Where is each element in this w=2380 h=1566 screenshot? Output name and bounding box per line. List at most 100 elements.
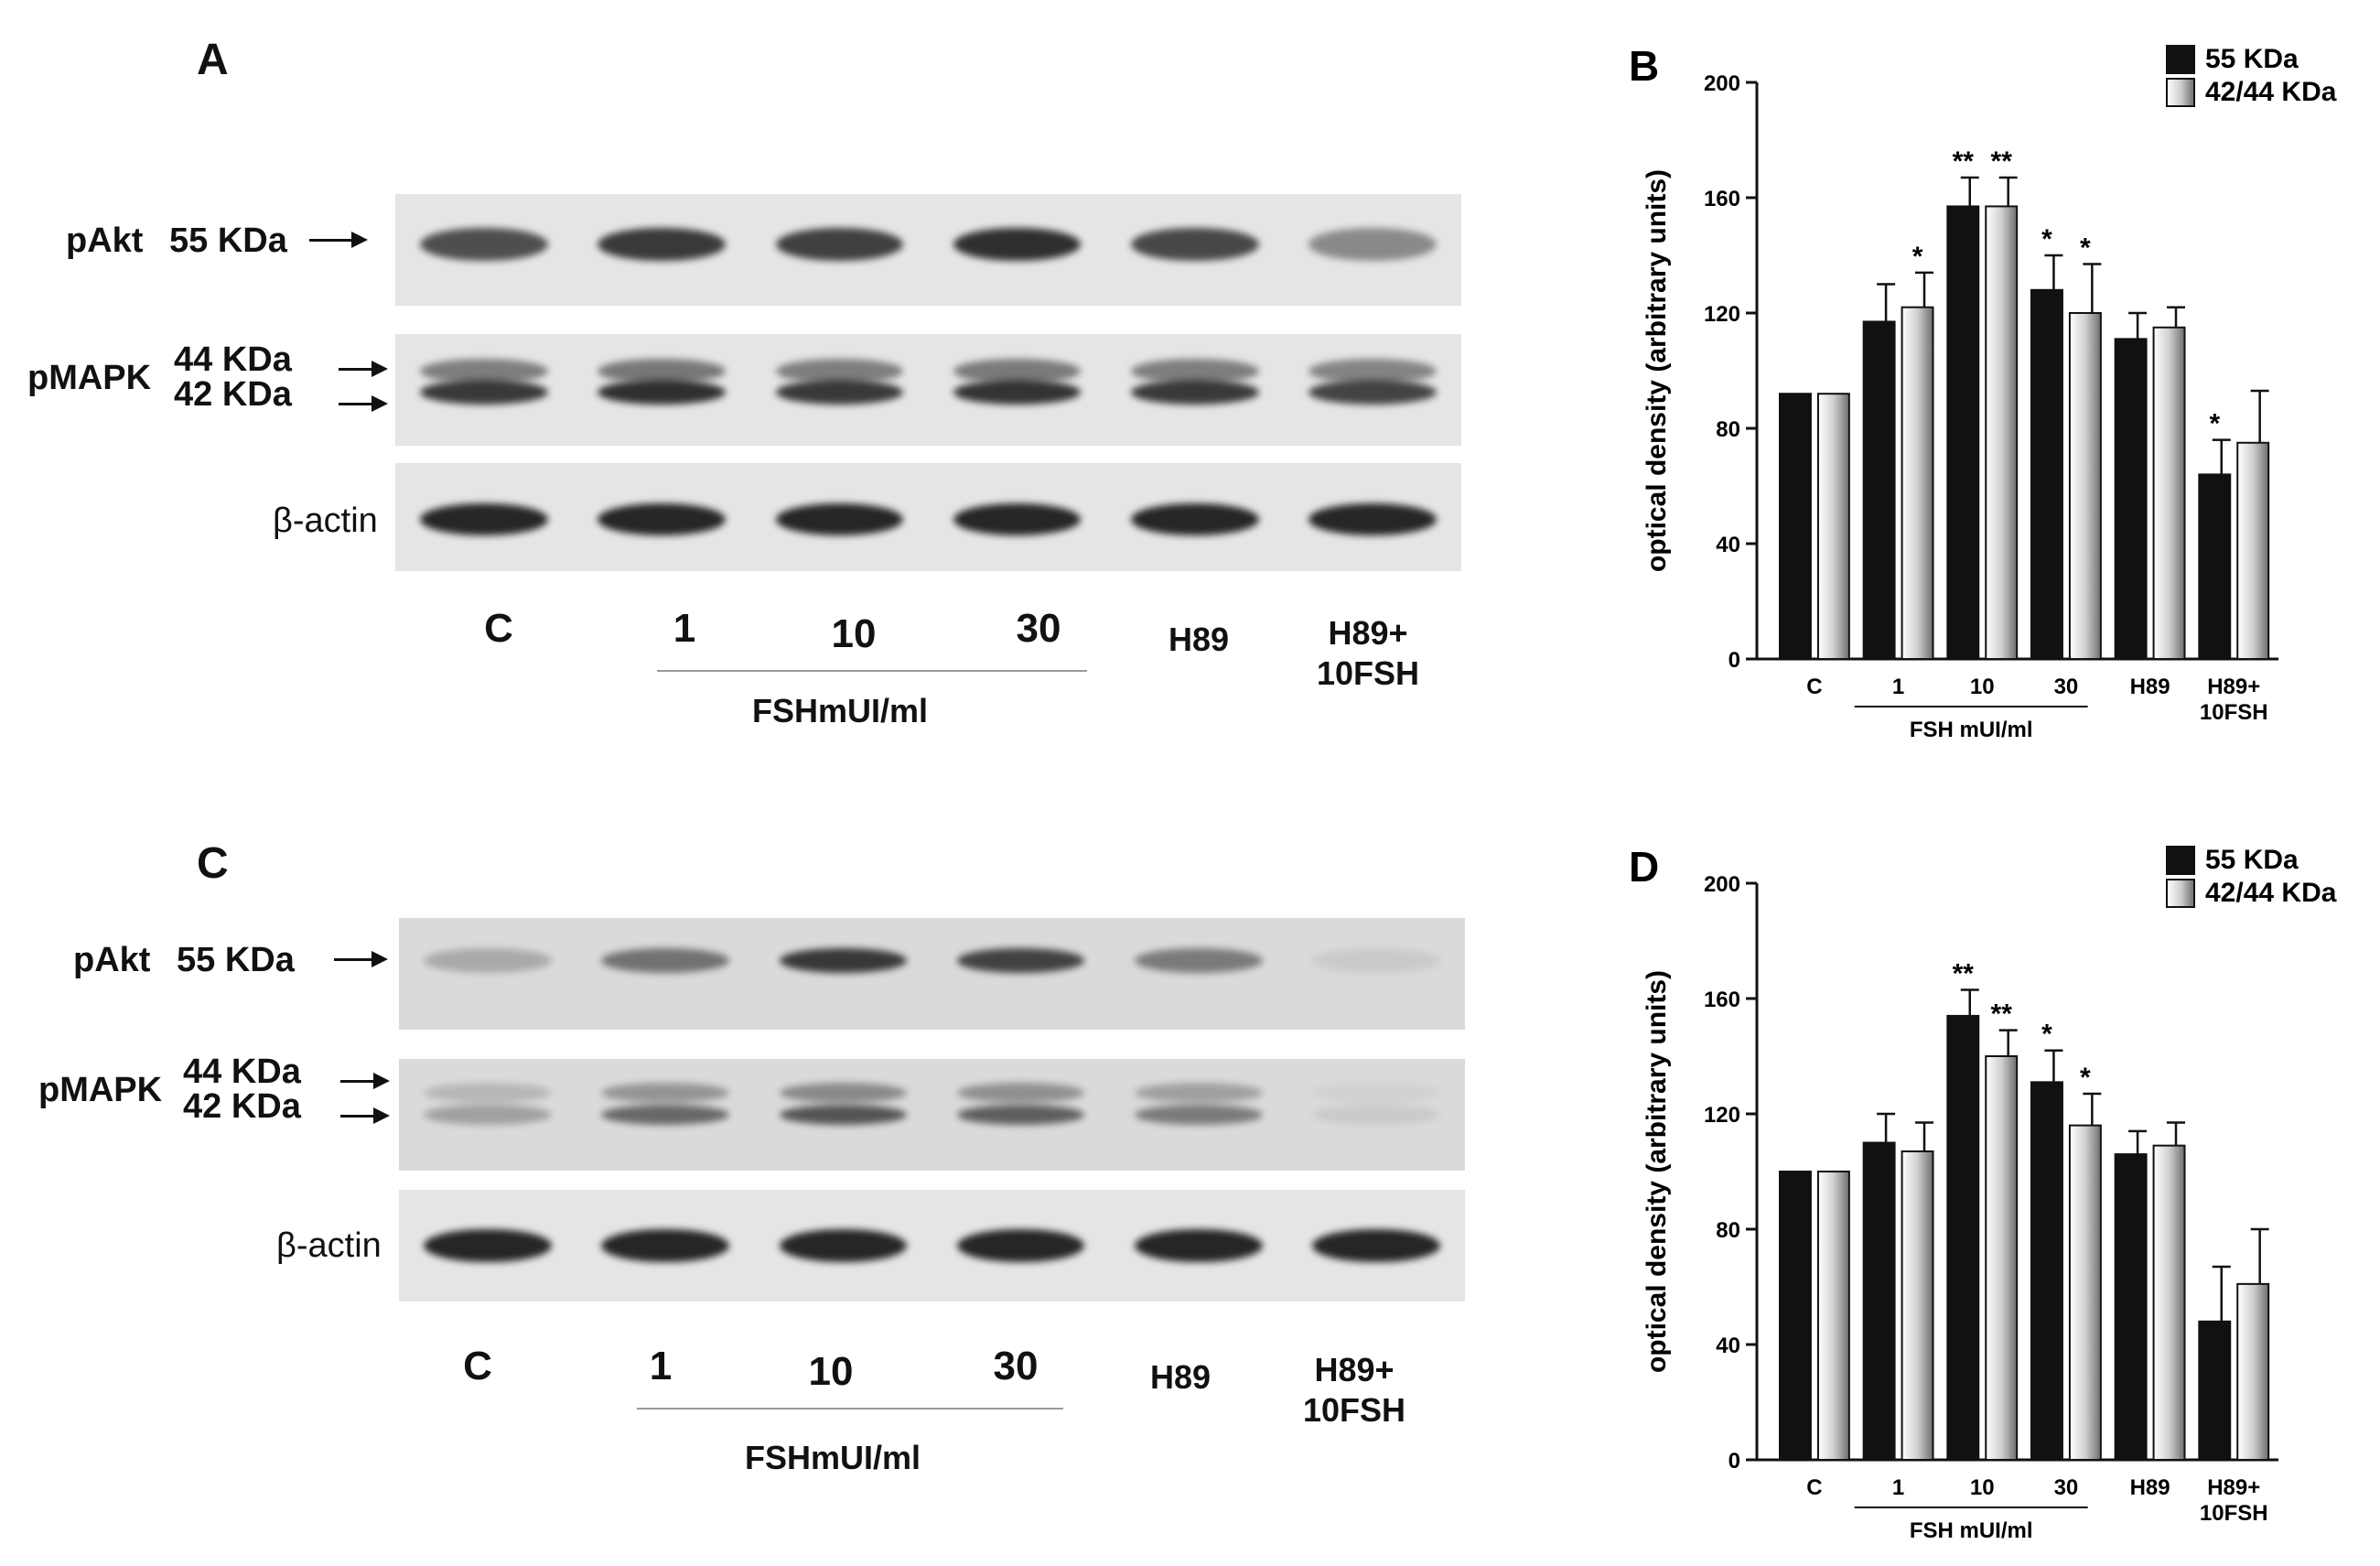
bar	[1816, 1171, 1850, 1461]
actin-blot	[399, 1190, 1465, 1301]
y-tick-label: 160	[1704, 187, 1740, 211]
legend-label: 42/44 KDa	[2205, 878, 2337, 908]
y-tick-label: 80	[1716, 1218, 1740, 1243]
bar	[2030, 288, 2063, 660]
blot-band	[420, 358, 548, 383]
blot-band	[598, 380, 727, 405]
bar	[2114, 1153, 2148, 1461]
x-tick-label: H89	[2130, 675, 2170, 699]
blot-band	[601, 1105, 730, 1125]
y-tick-label: 120	[1704, 1103, 1740, 1128]
bar	[1779, 393, 1812, 660]
significance-marker: *	[2041, 1020, 2052, 1050]
lane-label: 10	[831, 611, 877, 656]
blot-band	[424, 1228, 552, 1263]
bar	[2114, 338, 2148, 660]
bar	[2030, 1081, 2063, 1461]
blot-band	[775, 227, 904, 262]
significance-marker: *	[1912, 242, 1923, 272]
group-label: FSH mUI/ml	[1910, 718, 2033, 742]
pakt-kda-label: 55 KDa	[177, 941, 295, 979]
lane-label: C	[463, 1344, 492, 1388]
blot-band	[601, 1228, 730, 1263]
legend-swatch	[2166, 78, 2195, 107]
significance-marker: **	[1991, 999, 2013, 1030]
bar	[1946, 1014, 1980, 1461]
x-tick-label: 10	[1970, 1475, 1995, 1500]
significance-marker: *	[2041, 224, 2052, 254]
fsh-underline	[657, 670, 1087, 672]
blot-band	[1308, 358, 1437, 383]
x-tick-label: C	[1806, 1475, 1822, 1500]
lane-label: 30	[1016, 606, 1061, 651]
blot-band	[1134, 947, 1263, 973]
pmapk-label: pMAPK	[38, 1071, 163, 1109]
y-tick-label: 200	[1704, 71, 1740, 96]
blot-band	[775, 502, 904, 536]
blot-band	[1308, 380, 1437, 405]
significance-marker: *	[2209, 409, 2220, 439]
blot-band	[779, 947, 908, 973]
blot-band	[420, 502, 548, 536]
x-tick-label: H89+	[2207, 1475, 2260, 1500]
blot-band	[956, 1105, 1085, 1125]
legend-label: 42/44 KDa	[2205, 77, 2337, 107]
bar	[1862, 1141, 1896, 1461]
y-tick-label: 200	[1704, 872, 1740, 897]
bar	[1946, 205, 1980, 660]
bar	[2198, 1320, 2232, 1461]
blot-band	[1130, 358, 1259, 383]
lane-label: 1	[673, 606, 696, 651]
blot-band	[953, 227, 1082, 262]
blot-band	[420, 227, 548, 262]
blot-band	[779, 1082, 908, 1103]
x-tick-label: H89+	[2207, 675, 2260, 699]
blot-band	[1312, 1228, 1440, 1263]
bar	[2198, 473, 2232, 660]
bar	[1862, 320, 1896, 660]
blot-band	[775, 380, 904, 405]
y-tick-label: 160	[1704, 988, 1740, 1012]
significance-marker: *	[2080, 1063, 2091, 1093]
bar	[2152, 1144, 2186, 1461]
pakt-blot	[395, 194, 1461, 306]
blot-band	[956, 1082, 1085, 1103]
bar	[1985, 1055, 2019, 1461]
panel-a-letter: A	[197, 36, 229, 84]
x-tick-label: 30	[2054, 675, 2079, 699]
y-tick-label: 80	[1716, 417, 1740, 442]
bar	[1985, 205, 2019, 660]
blot-band	[953, 502, 1082, 536]
blot-band	[953, 358, 1082, 383]
legend-label: 55 KDa	[2205, 845, 2299, 875]
lane-label: 1	[649, 1344, 673, 1388]
legend-swatch	[2166, 879, 2195, 908]
blot-band	[775, 358, 904, 383]
panel-letter: D	[1629, 843, 1659, 891]
bar	[1779, 1171, 1812, 1461]
blot-band	[956, 947, 1085, 973]
blot-band	[598, 227, 727, 262]
chart-b: B 0 40 80 120 160 200 optical density (arbitrar…	[1629, 42, 2337, 742]
pmapk-label: pMAPK	[27, 359, 152, 397]
blot-band	[1130, 380, 1259, 405]
x-tick-label: 10FSH	[2200, 700, 2268, 725]
group-label: FSH mUI/ml	[1910, 1518, 2033, 1543]
panel-letter: B	[1629, 42, 1659, 90]
significance-marker: *	[2080, 232, 2091, 263]
x-tick-label: 10	[1970, 675, 1995, 699]
blot-band	[598, 502, 727, 536]
pmapk-44-label: 44 KDa	[183, 1053, 301, 1091]
blot-band	[1130, 502, 1259, 536]
y-axis-label: optical density (arbitrary units)	[1642, 169, 1672, 572]
blot-band	[956, 1228, 1085, 1263]
y-tick-label: 40	[1716, 533, 1740, 557]
blot-band	[1134, 1105, 1263, 1125]
bar	[2068, 312, 2102, 660]
lane-label: C	[484, 606, 513, 651]
bar	[2152, 326, 2186, 660]
pakt-kda-label: 55 KDa	[169, 221, 287, 260]
lane-label: H89+ 10FSH	[1316, 614, 1420, 692]
lane-label: 30	[993, 1344, 1039, 1388]
blot-band	[1312, 947, 1440, 973]
